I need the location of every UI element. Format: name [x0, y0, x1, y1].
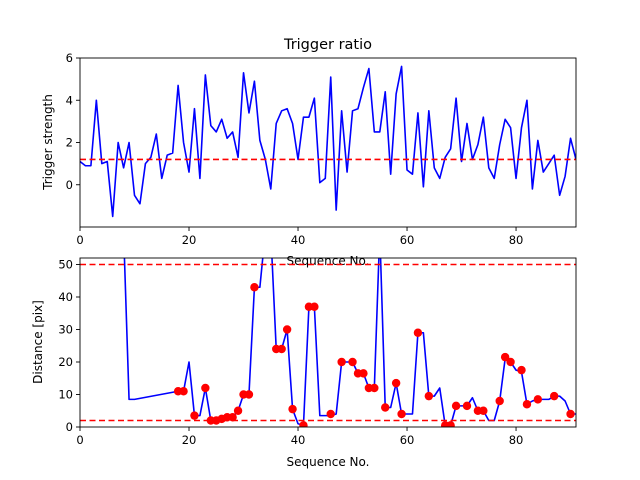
- y-tick-label: 0: [66, 420, 73, 434]
- data-point: [282, 325, 292, 334]
- data-point: [228, 413, 237, 422]
- data-point: [479, 406, 488, 415]
- y-axis-label: Trigger strength: [41, 94, 55, 191]
- data-layer: [80, 258, 576, 427]
- data-point: [391, 378, 401, 388]
- data-point: [244, 390, 254, 399]
- y-axis-label: Distance [pix]: [31, 300, 45, 384]
- x-tick-label: 40: [291, 233, 306, 247]
- x-tick-label: 60: [400, 233, 415, 247]
- x-axis-label: Sequence No.: [287, 455, 370, 469]
- x-tick-label: 0: [76, 433, 83, 447]
- data-point: [359, 369, 368, 378]
- chart-title: Trigger ratio: [283, 37, 372, 53]
- x-axis-label: Sequence No.: [287, 254, 370, 268]
- data-point: [370, 383, 379, 393]
- axes-frame: [79, 257, 577, 428]
- data-point: [397, 409, 406, 419]
- y-tick-label: 4: [66, 93, 73, 107]
- plot-area: 0 20 40 60 80 0 2 4 6: [66, 51, 577, 247]
- x-tick-label: 60: [400, 433, 415, 447]
- data-point: [566, 409, 575, 419]
- data-point: [462, 401, 472, 411]
- x-tick-label: 20: [182, 233, 197, 247]
- data-point: [299, 421, 308, 427]
- y-tick-label: 40: [58, 290, 73, 304]
- data-point: [446, 421, 455, 427]
- data-point: [337, 357, 346, 367]
- series-line: [80, 65, 576, 218]
- data-point: [190, 411, 199, 420]
- distance-panel: Distance [pix] Sequence No. 0 20 40 60 80 0 10…: [31, 257, 577, 469]
- y-tick-label: 2: [66, 136, 73, 150]
- x-tick-label: 40: [291, 433, 306, 447]
- data-point: [277, 344, 286, 354]
- trigger-ratio-panel: Trigger ratio Trigger strength Sequence …: [41, 37, 577, 268]
- y-tick-label: 50: [58, 258, 73, 272]
- plot-area: 0 20 40 60 80 0 10 20 30 40 50: [58, 257, 577, 447]
- data-point: [451, 401, 461, 411]
- data-point: [533, 395, 543, 404]
- data-point: [517, 365, 526, 375]
- x-tick-label: 0: [76, 233, 83, 247]
- y-tick-label: 6: [66, 51, 73, 65]
- data-point: [495, 396, 504, 406]
- axes-frame: [79, 57, 577, 228]
- data-point: [549, 391, 559, 401]
- data-point: [424, 391, 434, 401]
- x-tick-label: 80: [509, 233, 524, 247]
- data-point: [250, 283, 259, 292]
- data-point: [522, 400, 532, 409]
- y-tick-label: 10: [58, 388, 73, 402]
- data-point: [348, 357, 357, 367]
- x-tick-label: 80: [509, 433, 524, 447]
- data-point: [179, 387, 188, 396]
- y-tick-label: 20: [58, 355, 73, 369]
- x-tick-label: 20: [182, 433, 197, 447]
- data-point: [326, 409, 335, 419]
- data-point: [413, 328, 423, 337]
- data-point: [381, 403, 390, 412]
- data-point: [233, 406, 243, 415]
- data-point: [506, 357, 515, 367]
- y-tick-label: 0: [66, 178, 73, 192]
- data-point: [310, 302, 319, 311]
- y-tick-label: 30: [58, 323, 73, 337]
- data-point: [500, 352, 510, 362]
- data-point: [201, 383, 210, 393]
- data-layer: [80, 65, 576, 218]
- data-point: [288, 404, 297, 414]
